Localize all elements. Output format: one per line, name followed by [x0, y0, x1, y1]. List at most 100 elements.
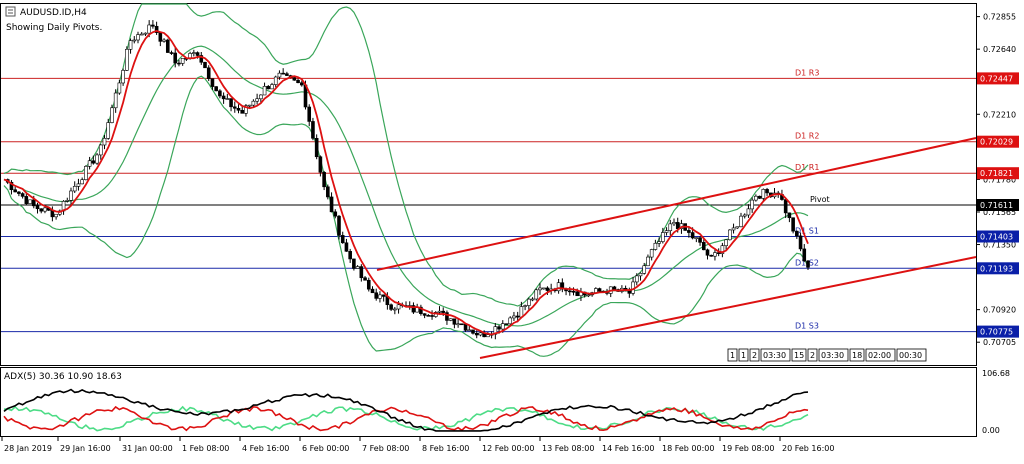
candle-body	[471, 329, 475, 334]
candle-body	[232, 106, 237, 109]
candle-body	[180, 58, 185, 64]
candle-body	[95, 154, 99, 164]
time-tick-label: 1 Feb 08:00	[182, 444, 229, 453]
candle-body	[701, 242, 706, 251]
candle-body	[571, 290, 576, 293]
candle-body	[612, 286, 617, 290]
candle-body	[262, 86, 267, 96]
candle-body	[337, 215, 341, 236]
adx-plus-di-line	[3, 405, 809, 432]
price-highlight-box	[977, 230, 1019, 243]
price-highlight-label: 0.71611	[980, 201, 1013, 210]
candle-body	[87, 160, 92, 167]
candle-body	[169, 52, 174, 54]
candle-body	[787, 212, 792, 219]
candle-body	[273, 76, 278, 85]
countdown-text: 2	[752, 351, 757, 360]
candle-body	[653, 242, 658, 250]
time-tick-label: 13 Feb 08:00	[542, 444, 594, 453]
countdown-box	[818, 348, 849, 362]
pivot-label: D1 R2	[795, 132, 819, 141]
candle-body	[396, 304, 401, 310]
candle-body	[165, 39, 170, 53]
candle-body	[757, 195, 762, 199]
time-tick-label: 28 Jan 2019	[4, 444, 52, 453]
candle-body	[761, 189, 766, 199]
adx-lines	[3, 388, 809, 432]
candle-body	[359, 266, 364, 279]
candle-body	[713, 252, 717, 257]
candle-body	[720, 245, 725, 254]
candle-body	[463, 323, 468, 331]
time-tick-label: 7 Feb 08:00	[362, 444, 409, 453]
candle-body	[143, 32, 148, 35]
adx-main-line	[3, 388, 809, 432]
price-highlight-box	[977, 199, 1019, 211]
candle-body	[474, 332, 479, 336]
candle-body	[329, 196, 334, 213]
time-tick-label: 6 Feb 00:00	[302, 444, 349, 453]
chart-menu-icon[interactable]	[5, 6, 16, 17]
candle-body	[311, 121, 315, 139]
candle-body	[80, 179, 84, 185]
candle-body	[664, 230, 669, 233]
time-tick-label: 31 Jan 00:00	[122, 444, 173, 453]
candle-body	[173, 52, 178, 64]
candle-body	[236, 107, 241, 111]
time-tick-label: 19 Feb 08:00	[722, 444, 774, 453]
indicator-frame	[0, 367, 977, 437]
candle-body	[121, 70, 125, 84]
price-highlight-box	[977, 135, 1019, 148]
main-chart-frame	[0, 3, 977, 366]
candle-body	[98, 144, 103, 156]
pivot-label: Pivot	[810, 195, 830, 204]
candle-body	[389, 304, 393, 310]
candle-body	[638, 273, 643, 277]
countdown-text: 15	[794, 351, 804, 360]
indicator-label: ADX(5) 30.36 10.90 18.63	[4, 372, 122, 382]
candle-body	[783, 199, 788, 214]
indicator-scale-top: 106.68	[982, 369, 1010, 378]
candle-body	[195, 52, 200, 56]
countdown-box	[749, 348, 760, 362]
price-tick-label: 0.71350	[983, 241, 1016, 250]
candle-body	[716, 252, 721, 254]
time-tick-label: 4 Feb 16:00	[242, 444, 289, 453]
candle-body	[802, 248, 807, 262]
candle-body	[504, 323, 509, 325]
candle-body	[340, 235, 345, 244]
price-tick-label: 0.70920	[983, 306, 1016, 315]
candle-body	[452, 318, 457, 325]
candle-body	[72, 186, 77, 192]
candle-body	[158, 32, 163, 42]
candle-body	[322, 171, 326, 188]
candle-body	[251, 100, 256, 106]
candle-body	[690, 232, 695, 239]
countdown-box	[865, 348, 896, 362]
countdown-boxes: 1 1 2 03:30 15 2 03:30 18 02:00 00:30	[727, 348, 927, 362]
candle-body	[28, 199, 32, 204]
candle-body	[318, 156, 323, 173]
candle-body	[363, 277, 367, 281]
candle-body	[136, 34, 140, 41]
price-tick-label: 0.72855	[983, 13, 1016, 22]
countdown-text: 2	[810, 351, 815, 360]
candle-body	[214, 86, 218, 92]
candle-body	[675, 222, 680, 229]
price-highlight-label: 0.71193	[980, 264, 1013, 273]
candle-body	[556, 282, 561, 292]
candle-body	[106, 122, 111, 139]
candle-body	[668, 223, 673, 231]
candle-body	[307, 106, 312, 122]
candle-body	[102, 138, 107, 146]
candle-body	[478, 332, 483, 336]
candle-body	[39, 208, 44, 212]
indicator-scale-bottom: 0.00	[982, 426, 1000, 435]
candle-body	[698, 237, 702, 243]
candle-body	[426, 315, 431, 317]
price-highlight-label: 0.72029	[980, 138, 1013, 147]
candle-body	[746, 208, 751, 216]
